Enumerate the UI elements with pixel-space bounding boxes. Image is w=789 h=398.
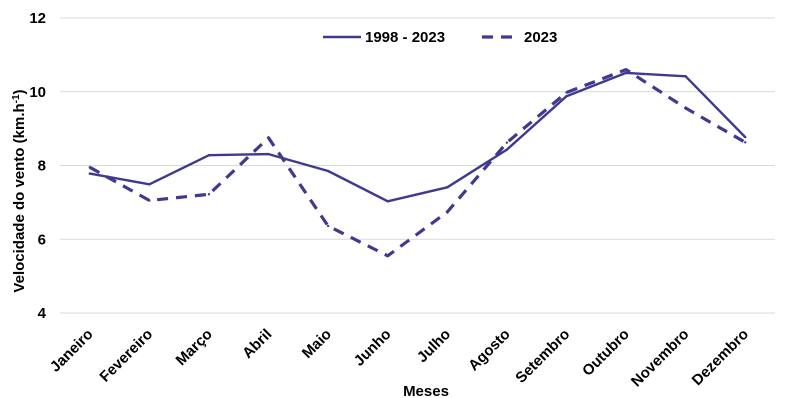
x-tick-label: Fevereiro xyxy=(96,326,156,386)
x-tick-label: Agosto xyxy=(465,326,514,375)
data-point xyxy=(148,199,151,202)
data-point xyxy=(565,94,568,98)
legend: 1998 - 2023 2023 xyxy=(323,29,557,46)
x-tick-label: Janeiro xyxy=(47,326,97,376)
data-point xyxy=(267,136,270,140)
legend-label-0: 1998 - 2023 xyxy=(365,29,445,46)
x-tick-label: Julho xyxy=(414,326,454,366)
data-point xyxy=(744,135,747,139)
y-tick-label: 6 xyxy=(38,231,46,248)
x-tick-label: Dezembro xyxy=(689,326,752,389)
x-tick-label: Junho xyxy=(351,326,395,370)
x-tick-label: Outubro xyxy=(579,326,633,380)
data-point xyxy=(386,254,389,258)
data-point xyxy=(565,91,568,94)
y-axis-title-close: ) xyxy=(11,89,28,94)
y-tick-label: 12 xyxy=(29,10,46,27)
data-point xyxy=(684,106,687,110)
data-point xyxy=(624,68,628,71)
y-tick-label: 8 xyxy=(38,158,46,175)
y-tick-label: 10 xyxy=(29,84,46,101)
y-tick-label: 4 xyxy=(38,305,47,322)
data-point xyxy=(207,153,211,157)
x-tick-label: Março xyxy=(173,326,216,369)
series-line-1 xyxy=(89,67,746,258)
data-point xyxy=(88,172,91,175)
data-point xyxy=(744,141,747,144)
x-tick-label: Maio xyxy=(299,326,335,362)
series-lines xyxy=(88,67,747,258)
data-point xyxy=(624,71,628,75)
x-tick-label: Abril xyxy=(239,326,275,362)
y-axis-title: Velocidade do vento (km.h-1) xyxy=(11,89,29,292)
data-point xyxy=(148,183,151,186)
y-axis-ticks: 4 6 8 10 12 xyxy=(29,10,46,322)
data-point xyxy=(386,200,389,203)
x-tick-label: Setembro xyxy=(512,326,573,387)
x-axis-title: Meses xyxy=(403,383,449,398)
y-axis-title-sup: -1 xyxy=(11,94,22,103)
data-point xyxy=(446,186,449,189)
data-point xyxy=(267,152,270,156)
y-axis-title-text: Velocidade do vento (km.h xyxy=(11,103,28,292)
gridlines xyxy=(60,17,775,314)
data-point xyxy=(684,75,687,78)
data-point xyxy=(326,169,330,173)
data-point xyxy=(207,193,211,196)
data-point xyxy=(505,148,509,151)
data-point xyxy=(88,166,91,169)
x-tick-label: Novembro xyxy=(628,326,692,390)
data-point xyxy=(326,224,330,228)
legend-label-1: 2023 xyxy=(524,29,557,46)
x-axis-ticks: Janeiro Fevereiro Março Abril Maio Junho Julho… xyxy=(47,326,752,390)
data-point xyxy=(446,210,449,214)
data-point xyxy=(505,141,509,144)
series-line-0 xyxy=(89,71,747,203)
